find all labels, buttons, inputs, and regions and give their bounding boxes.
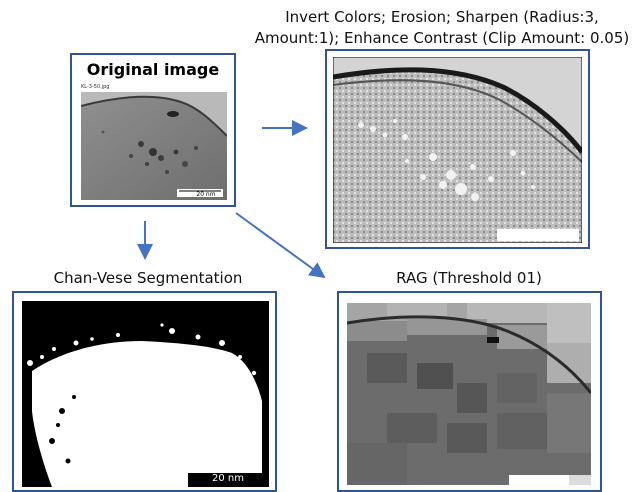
enhanced-panel-title-line1: Invert Colors; Erosion; Sharpen (Radius:… bbox=[285, 8, 599, 26]
original-image-heading: Original image bbox=[86, 60, 220, 79]
enhanced-micrograph bbox=[333, 57, 582, 243]
original-image-panel: Original image KL-3-50.jpg 20 nm bbox=[70, 53, 236, 207]
chanvese-panel: 20 nm bbox=[12, 291, 277, 492]
rag-threshold-image bbox=[347, 303, 591, 485]
rag-panel bbox=[337, 291, 602, 492]
chanvese-segmentation-image bbox=[22, 301, 269, 487]
enhanced-image-panel bbox=[325, 49, 590, 249]
original-scalebar-label: 20 nm bbox=[196, 191, 216, 198]
chanvese-panel-title: Chan-Vese Segmentation bbox=[53, 269, 243, 287]
chanvese-scalebar-label: 20 nm bbox=[212, 473, 244, 484]
arrow-to-rag bbox=[235, 212, 326, 279]
enhanced-panel-title-line2: Amount:1); Enhance Contrast (Clip Amount… bbox=[254, 29, 630, 47]
rag-panel-title: RAG (Threshold 01) bbox=[396, 269, 542, 287]
original-micrograph bbox=[81, 92, 227, 200]
original-image-filename: KL-3-50.jpg bbox=[81, 84, 110, 90]
